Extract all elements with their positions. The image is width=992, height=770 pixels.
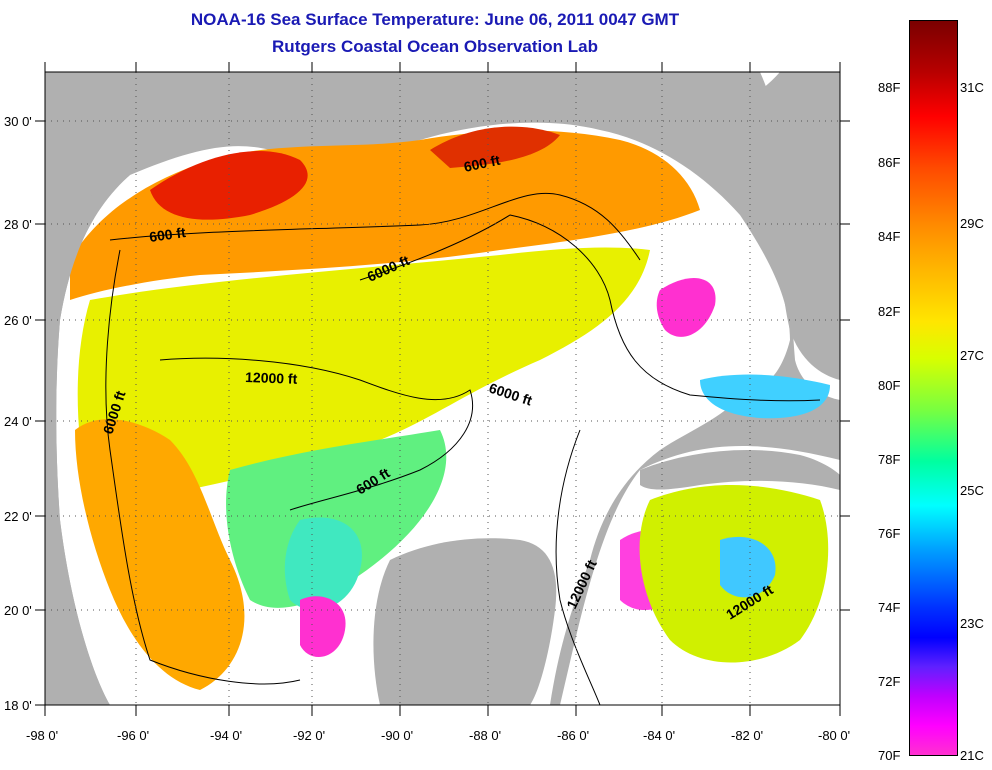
contour-label: 12000 ft <box>245 369 298 387</box>
sst-cloud-patch-2 <box>300 596 346 657</box>
colorbar-label-f: 88F <box>878 80 901 95</box>
colorbar-label-f: 76F <box>878 526 901 541</box>
lon-label: -98 0' <box>26 728 59 743</box>
colorbar-label-f: 86F <box>878 155 901 170</box>
sst-southwest <box>75 419 245 690</box>
colorbar-label-f: 82F <box>878 304 901 319</box>
lat-label: 22 0' <box>4 509 32 524</box>
colorbar-label-f: 78F <box>878 452 901 467</box>
temperature-colorbar <box>909 20 958 756</box>
sst-hot-core <box>150 151 308 220</box>
lon-label: -96 0' <box>117 728 150 743</box>
yucatan-land <box>373 538 557 705</box>
contour-label: 600 ft <box>148 224 187 245</box>
lat-label: 28 0' <box>4 217 32 232</box>
mexico-land <box>45 72 130 705</box>
graticule <box>45 72 840 705</box>
map-subtitle: Rutgers Coastal Ocean Observation Lab <box>272 37 598 56</box>
lon-label: -86 0' <box>557 728 590 743</box>
colorbar-label-f: 72F <box>878 674 901 689</box>
lat-label: 20 0' <box>4 603 32 618</box>
map-title: NOAA-16 Sea Surface Temperature: June 06… <box>190 10 680 29</box>
lat-label: 26 0' <box>4 313 32 328</box>
colorbar-label-c: 31C <box>960 80 984 95</box>
contour-12000ft-2 <box>555 429 601 705</box>
colorbar-label-c: 25C <box>960 483 984 498</box>
contour-12000ft <box>159 357 474 511</box>
lon-label: -88 0' <box>469 728 502 743</box>
lon-label: -90 0' <box>381 728 414 743</box>
colorbar-label-f: 80F <box>878 378 901 393</box>
sst-hot-core-east <box>430 126 560 168</box>
contour-label: 600 ft <box>462 152 501 175</box>
sst-caribbean-cool <box>720 536 776 598</box>
sst-cloud-patch <box>656 278 716 337</box>
contour-600ft <box>109 192 641 261</box>
lon-label: -82 0' <box>731 728 764 743</box>
lat-label: 18 0' <box>4 698 32 713</box>
sst-central <box>77 247 650 502</box>
axis-ticks <box>35 62 850 716</box>
lat-label: 24 0' <box>4 414 32 429</box>
sst-cool-patch <box>226 430 447 608</box>
cuba-land <box>640 450 840 490</box>
colorbar-label-f: 74F <box>878 600 901 615</box>
contour-6000ft <box>105 249 301 685</box>
lat-label: 30 0' <box>4 114 32 129</box>
map-frame <box>44 71 841 706</box>
colorbar-label-c: 21C <box>960 748 984 763</box>
colorbar-label-c: 27C <box>960 348 984 363</box>
colorbar-label-c: 29C <box>960 216 984 231</box>
florida-land-west <box>775 135 840 380</box>
colorbar-label-c: 23C <box>960 616 984 631</box>
lon-label: -80 0' <box>818 728 851 743</box>
colorbar-label-f: 84F <box>878 229 901 244</box>
lon-label: -94 0' <box>210 728 243 743</box>
contour-6000ft-2 <box>359 214 821 402</box>
sst-florida-strait <box>700 374 830 419</box>
sst-cool-patch-2 <box>284 517 362 610</box>
colorbar-label-f: 70F <box>878 748 901 763</box>
lon-label: -84 0' <box>643 728 676 743</box>
lon-label: -92 0' <box>293 728 326 743</box>
